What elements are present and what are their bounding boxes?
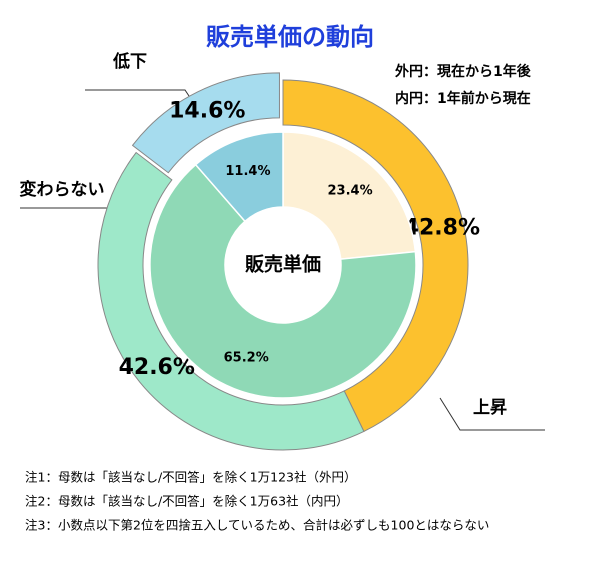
- wedge: [282, 131, 417, 261]
- note: 注3：小数点以下第2位を四捨五入しているため、合計は必ずしも100とはならない: [25, 518, 489, 533]
- category-label: 低下: [112, 51, 147, 72]
- value-label: 11.4%: [225, 164, 270, 179]
- wedge-group: 11.4%: [194, 131, 284, 223]
- wedge: [97, 151, 365, 451]
- value-label: 14.6%: [169, 99, 245, 124]
- chart-title: 販売単価の動向: [206, 23, 374, 51]
- value-label: 42.6%: [119, 355, 195, 380]
- note: 注1：母数は「該当なし/不回答」を除く1万123社（外円）: [25, 470, 356, 485]
- value-label: 23.4%: [328, 183, 373, 198]
- legend-entry: 内円：1年前から現在: [395, 90, 531, 107]
- leader-line: [439, 397, 545, 431]
- wedge-group: 42.6%: [97, 151, 365, 451]
- wedge-group: 65.2%: [149, 163, 417, 399]
- wedge-group: 42.8%: [282, 79, 480, 433]
- wedge: [131, 72, 280, 174]
- legend-entry: 外円：現在から1年後: [395, 63, 532, 80]
- wedge: [194, 131, 284, 223]
- category-label: 変わらない: [20, 179, 105, 200]
- note: 注2：母数は「該当なし/不回答」を除く1万63社（内円）: [25, 494, 349, 509]
- value-label: 42.8%: [404, 215, 480, 240]
- wedge: [149, 163, 417, 399]
- wedge-group: 23.4%: [282, 131, 417, 261]
- wedge: [282, 79, 469, 433]
- center-label: 販売単価: [245, 253, 321, 276]
- category-label: 上昇: [473, 398, 507, 418]
- value-label: 65.2%: [224, 350, 269, 365]
- wedge-group: 14.6%: [131, 72, 280, 174]
